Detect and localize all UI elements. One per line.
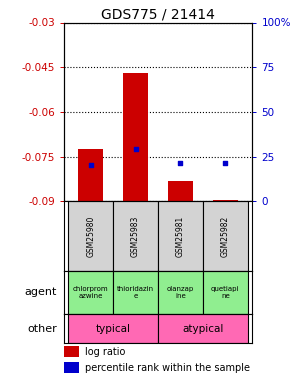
Bar: [203, 201, 248, 271]
Point: [88, 162, 93, 168]
Bar: [78, 149, 103, 201]
Title: GDS775 / 21414: GDS775 / 21414: [101, 8, 215, 21]
Text: other: other: [27, 324, 57, 333]
Bar: [158, 271, 203, 314]
Bar: [158, 201, 203, 271]
Bar: [68, 314, 158, 343]
Text: agent: agent: [25, 287, 57, 297]
Bar: [158, 314, 248, 343]
Bar: [68, 201, 113, 271]
Text: GSM25980: GSM25980: [86, 215, 95, 257]
Text: log ratio: log ratio: [85, 347, 125, 357]
Text: atypical: atypical: [182, 324, 224, 333]
Text: GSM25983: GSM25983: [131, 215, 140, 257]
Point: [133, 146, 138, 152]
Text: percentile rank within the sample: percentile rank within the sample: [85, 363, 249, 373]
Text: quetiapi
ne: quetiapi ne: [211, 286, 240, 299]
Point: [223, 160, 228, 166]
Bar: [168, 180, 193, 201]
Bar: [64, 362, 79, 374]
Text: GSM25982: GSM25982: [221, 215, 230, 256]
Bar: [203, 271, 248, 314]
Bar: [123, 73, 148, 201]
Bar: [113, 271, 158, 314]
Text: thioridazin
e: thioridazin e: [117, 286, 154, 299]
Text: typical: typical: [96, 324, 131, 333]
Text: chlorprom
azwine: chlorprom azwine: [73, 286, 108, 299]
Point: [178, 160, 183, 166]
Bar: [64, 346, 79, 357]
Bar: [68, 271, 113, 314]
Text: olanzap
ine: olanzap ine: [167, 286, 194, 299]
Bar: [113, 201, 158, 271]
Text: GSM25981: GSM25981: [176, 215, 185, 256]
Bar: [213, 200, 238, 201]
